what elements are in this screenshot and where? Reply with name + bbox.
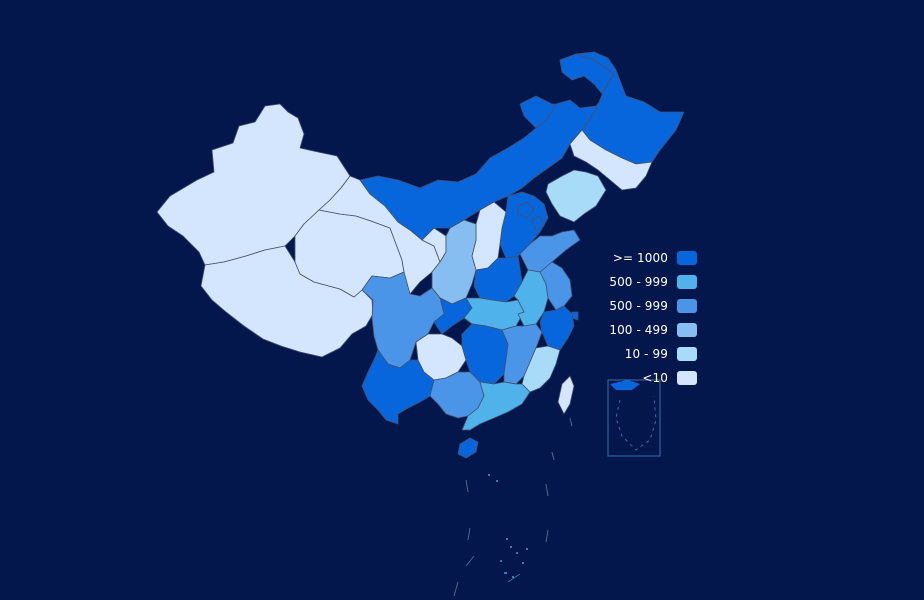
region-zhejiang[interactable]: [539, 305, 575, 351]
legend-label: 10 - 99: [624, 347, 668, 361]
legend-item-100-499[interactable]: 100 - 499: [582, 320, 697, 340]
region-tianjin[interactable]: [531, 215, 545, 231]
inset-dashed-line: [615, 395, 657, 451]
legend-swatch: [677, 251, 697, 265]
region-yunnan[interactable]: [361, 349, 435, 425]
legend-swatch: [677, 323, 697, 337]
legend-swatch: [677, 299, 697, 313]
region-fujian[interactable]: [521, 345, 561, 393]
region-taiwan[interactable]: [557, 375, 575, 415]
legend-item-500-999-a[interactable]: 500 - 999: [582, 272, 697, 292]
legend-label: 100 - 499: [609, 323, 668, 337]
legend-label: 500 - 999: [609, 275, 668, 289]
inset-island-shape: [610, 380, 640, 390]
region-beijing[interactable]: [517, 201, 535, 219]
legend-label: 500 - 999: [609, 299, 668, 313]
small-islands: [488, 474, 528, 578]
region-jiangsu[interactable]: [539, 261, 573, 311]
legend-label: >= 1000: [612, 251, 668, 265]
region-chongqing[interactable]: [433, 297, 473, 335]
legend-item-lt-10[interactable]: <10: [582, 368, 697, 388]
region-liaoning[interactable]: [545, 169, 607, 223]
map-legend: >= 1000 500 - 999 500 - 999 100 - 499 10…: [582, 248, 702, 388]
legend-swatch: [677, 347, 697, 361]
legend-item-ge-1000[interactable]: >= 1000: [582, 248, 697, 268]
south-china-sea-inset: [607, 379, 661, 457]
legend-swatch: [677, 371, 697, 385]
region-jilin[interactable]: [569, 129, 653, 191]
legend-item-10-99[interactable]: 10 - 99: [582, 344, 697, 364]
legend-swatch: [677, 275, 697, 289]
region-hainan[interactable]: [457, 437, 479, 459]
legend-label: <10: [642, 371, 668, 385]
legend-item-500-999-b[interactable]: 500 - 999: [582, 296, 697, 316]
region-guangdong[interactable]: [461, 381, 531, 431]
